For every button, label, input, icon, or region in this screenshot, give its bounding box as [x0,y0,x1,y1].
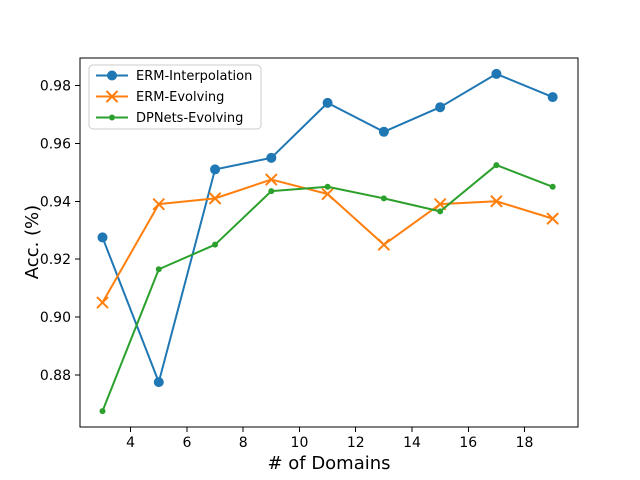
data-point-dpnets-evolving [493,162,500,169]
legend-marker-dpnets-evolving [109,114,115,121]
plot-area: 4 6 8 10 12 14 16 18 0.88 0.90 0.92 0.94 0.96 0.98 ERM… [40,57,579,451]
x-tick-label: 4 [126,435,135,451]
data-point-erm-interpolation [547,92,558,103]
data-point-dpnets-evolving [155,266,162,273]
x-tick-label: 18 [516,435,534,451]
data-point-erm-evolving [490,195,503,208]
data-point-erm-evolving [265,173,278,186]
data-point-erm-interpolation [266,152,277,163]
data-point-erm-interpolation [322,97,333,108]
data-point-erm-evolving [321,188,334,201]
data-point-erm-interpolation [210,164,221,175]
data-point-erm-evolving [96,296,109,309]
x-tick-label: 14 [403,435,421,451]
legend-box [88,64,262,130]
data-point-erm-interpolation [97,232,108,243]
data-point-dpnets-evolving [437,208,444,215]
y-tick-label: 0.90 [40,310,71,326]
data-point-erm-evolving [152,198,165,211]
data-point-erm-evolving [546,212,559,225]
x-tick-label: 8 [239,435,248,451]
x-tick-label: 16 [459,435,477,451]
y-axis-label: Acc. (%) [22,205,43,279]
plot-frame [79,57,579,428]
data-point-dpnets-evolving [99,408,106,415]
data-point-dpnets-evolving [324,183,331,190]
legend-label-erm-interpolation: ERM-Interpolation [136,69,252,84]
data-point-dpnets-evolving [380,195,387,202]
data-point-erm-interpolation [491,68,502,79]
legend-marker-erm-interpolation [107,70,117,81]
legend-label-erm-evolving: ERM-Evolving [136,90,224,105]
legend-label-dpnets-evolving: DPNets-Evolving [136,111,243,126]
data-point-dpnets-evolving [268,188,275,195]
x-tick-label: 6 [182,435,191,451]
x-axis-label: # of Domains [267,453,390,474]
y-tick-label: 0.98 [40,78,71,94]
y-tick-label: 0.88 [40,368,71,384]
data-point-erm-evolving [209,192,222,205]
y-tick-label: 0.94 [40,194,71,210]
series-line-erm-evolving [101,178,553,304]
data-point-erm-interpolation [153,377,164,388]
data-point-erm-interpolation [378,126,389,137]
legend-marker-erm-evolving [106,90,118,103]
y-tick-label: 0.92 [40,252,71,268]
y-tick-label: 0.96 [40,136,71,152]
x-tick-label: 12 [347,435,365,451]
x-tick-label: 10 [291,435,309,451]
data-point-dpnets-evolving [549,183,556,190]
data-point-erm-interpolation [435,102,446,113]
data-point-erm-evolving [377,238,390,251]
data-point-dpnets-evolving [212,241,219,248]
